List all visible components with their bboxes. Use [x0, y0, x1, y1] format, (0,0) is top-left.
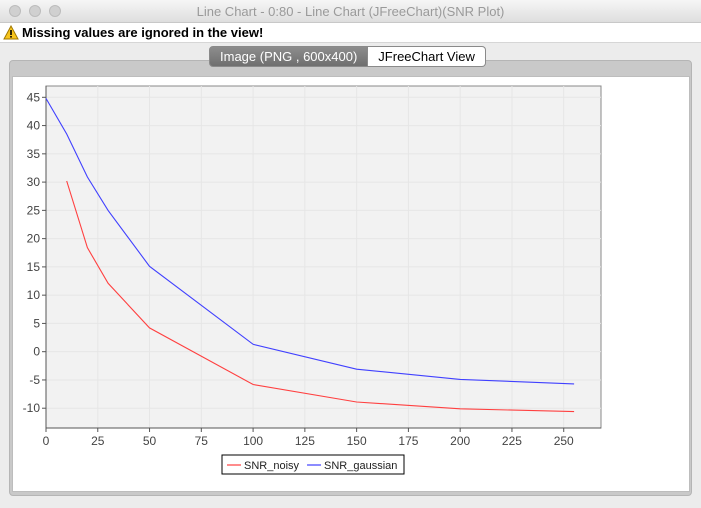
x-tick-label: 250	[554, 434, 574, 448]
y-tick-label: 5	[33, 316, 40, 330]
y-tick-label: 10	[27, 288, 41, 302]
tab-jfreechart-view[interactable]: JFreeChart View	[368, 46, 486, 67]
y-tick-label: 25	[27, 203, 41, 217]
title-bar: Line Chart - 0:80 - Line Chart (JFreeCha…	[0, 0, 701, 23]
tab-image-png[interactable]: Image (PNG , 600x400)	[209, 46, 369, 67]
x-tick-label: 50	[143, 434, 157, 448]
minimize-window-button[interactable]	[29, 5, 41, 17]
x-axis: 0 25 50 75 100 125 150 175 200 225 250	[43, 427, 601, 448]
series-line-snr-gaussian	[45, 98, 575, 385]
y-tick-label: 40	[27, 119, 41, 133]
y-tick-label: 30	[27, 175, 41, 189]
view-tabs: Image (PNG , 600x400) JFreeChart View	[209, 46, 486, 67]
legend-label: SNR_noisy	[244, 460, 300, 472]
window-title: Line Chart - 0:80 - Line Chart (JFreeCha…	[196, 4, 505, 19]
chart-legend: SNR_noisy SNR_gaussian	[221, 454, 405, 475]
close-window-button[interactable]	[9, 5, 21, 17]
warning-icon	[3, 25, 19, 40]
series-lines	[45, 98, 575, 413]
y-tick-label: 35	[27, 147, 41, 161]
x-tick-label: 125	[295, 434, 315, 448]
series-line-snr-noisy	[66, 180, 575, 413]
zoom-window-button[interactable]	[49, 5, 61, 17]
x-tick-label: 100	[243, 434, 263, 448]
plot-area	[45, 85, 602, 429]
y-tick-label: -5	[29, 373, 40, 387]
y-tick-label: 0	[33, 345, 40, 359]
warning-banner: Missing values are ignored in the view!	[0, 23, 701, 43]
y-tick-label: 45	[27, 90, 41, 104]
x-tick-label: 25	[91, 434, 105, 448]
grid-lines	[45, 86, 601, 428]
y-axis: -10 -5 0 5 10 15 20 25 30 35 40 45	[23, 86, 47, 428]
x-tick-label: 75	[195, 434, 209, 448]
y-tick-label: -10	[23, 401, 41, 415]
y-tick-label: 15	[27, 260, 41, 274]
legend-label: SNR_gaussian	[324, 460, 397, 472]
x-tick-label: 200	[450, 434, 470, 448]
x-tick-label: 175	[398, 434, 418, 448]
y-tick-label: 20	[27, 232, 41, 246]
warning-text: Missing values are ignored in the view!	[22, 25, 264, 40]
x-tick-label: 225	[502, 434, 522, 448]
x-tick-label: 0	[43, 434, 50, 448]
x-tick-label: 150	[347, 434, 367, 448]
